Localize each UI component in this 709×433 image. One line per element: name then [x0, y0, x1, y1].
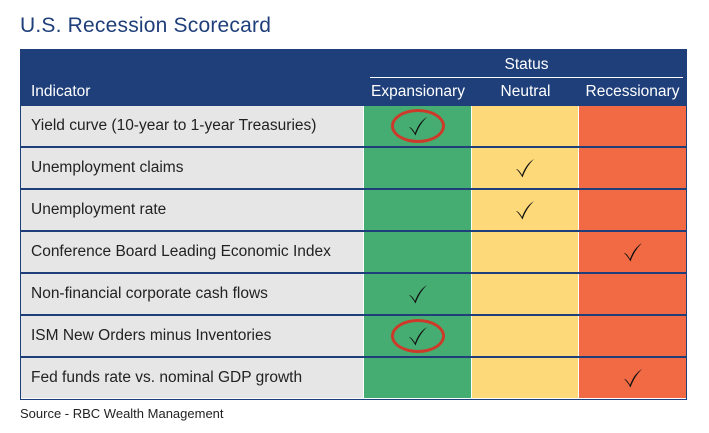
indicator-column-header: Indicator [31, 83, 91, 100]
neutral-cell [472, 232, 579, 272]
expansionary-cell [364, 148, 472, 188]
neutral-cell [472, 106, 579, 146]
table-row: Conference Board Leading Economic Index [21, 232, 686, 272]
highlight-circle-icon [390, 319, 445, 353]
indicator-label: Fed funds rate vs. nominal GDP growth [21, 358, 364, 398]
check-mark-icon [513, 156, 537, 180]
recessionary-cell [579, 232, 686, 272]
table-row: ISM New Orders minus Inventories [21, 316, 686, 356]
indicator-label: Unemployment claims [21, 148, 364, 188]
check-mark-icon [406, 282, 430, 306]
table-row: Unemployment claims [21, 148, 686, 188]
check-mark-icon [513, 198, 537, 222]
row-separator [21, 188, 686, 190]
recessionary-cell [579, 316, 686, 356]
neutral-cell [472, 274, 579, 314]
expansionary-cell [364, 190, 472, 230]
source-note: Source - RBC Wealth Management [20, 406, 224, 421]
table-row: Yield curve (10-year to 1-year Treasurie… [21, 106, 686, 146]
row-separator [21, 356, 686, 358]
row-separator [21, 272, 686, 274]
recessionary-cell [579, 148, 686, 188]
expansionary-cell [364, 106, 472, 146]
recessionary-cell [579, 358, 686, 398]
expansionary-cell [364, 274, 472, 314]
row-separator [21, 314, 686, 316]
indicator-label: ISM New Orders minus Inventories [21, 316, 364, 356]
recessionary-cell [579, 190, 686, 230]
recessionary-cell [579, 106, 686, 146]
status-heading: Status [504, 56, 549, 73]
table-header: Status Indicator Expansionary Neutral Re… [21, 50, 686, 104]
expansionary-column-header: Expansionary [371, 83, 465, 100]
indicator-label: Unemployment rate [21, 190, 364, 230]
row-separator [21, 104, 686, 106]
check-mark-icon [621, 366, 645, 390]
indicator-label: Conference Board Leading Economic Index [21, 232, 364, 272]
neutral-column-header: Neutral [500, 83, 551, 100]
recessionary-column-header: Recessionary [585, 83, 680, 100]
check-mark-icon [621, 240, 645, 264]
expansionary-cell [364, 232, 472, 272]
status-divider [370, 77, 683, 78]
table-row: Unemployment rate [21, 190, 686, 230]
scorecard-table: Status Indicator Expansionary Neutral Re… [20, 49, 687, 400]
highlight-circle-icon [390, 109, 445, 143]
neutral-cell [472, 358, 579, 398]
neutral-cell [472, 148, 579, 188]
recessionary-cell [579, 274, 686, 314]
row-separator [21, 230, 686, 232]
table-row: Non-financial corporate cash flows [21, 274, 686, 314]
indicator-label: Non-financial corporate cash flows [21, 274, 364, 314]
table-row: Fed funds rate vs. nominal GDP growth [21, 358, 686, 398]
neutral-cell [472, 316, 579, 356]
expansionary-cell [364, 316, 472, 356]
row-separator [21, 146, 686, 148]
neutral-cell [472, 190, 579, 230]
page-title: U.S. Recession Scorecard [20, 14, 272, 37]
indicator-label: Yield curve (10-year to 1-year Treasurie… [21, 106, 364, 146]
expansionary-cell [364, 358, 472, 398]
